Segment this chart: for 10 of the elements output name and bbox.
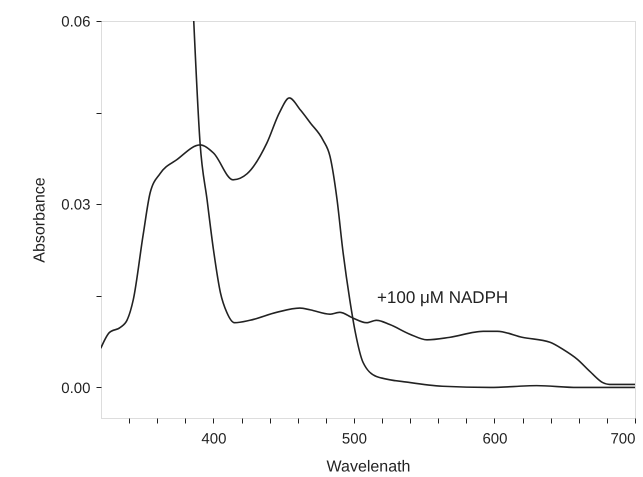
y-axis-title: Absorbance <box>31 177 48 263</box>
x-tick-label: 400 <box>201 430 226 448</box>
annotation: +100 μM NADPH <box>377 288 508 307</box>
y-tick-label: 0.00 <box>61 380 90 397</box>
y-tick-label: 0.03 <box>61 196 90 214</box>
x-tick-label: 600 <box>482 430 508 448</box>
x-axis-title: Wavelenath <box>326 458 410 476</box>
x-tick-label: 500 <box>342 430 367 448</box>
x-tick-label: 700 <box>610 430 636 448</box>
y-tick-label: 0.06 <box>61 14 90 30</box>
